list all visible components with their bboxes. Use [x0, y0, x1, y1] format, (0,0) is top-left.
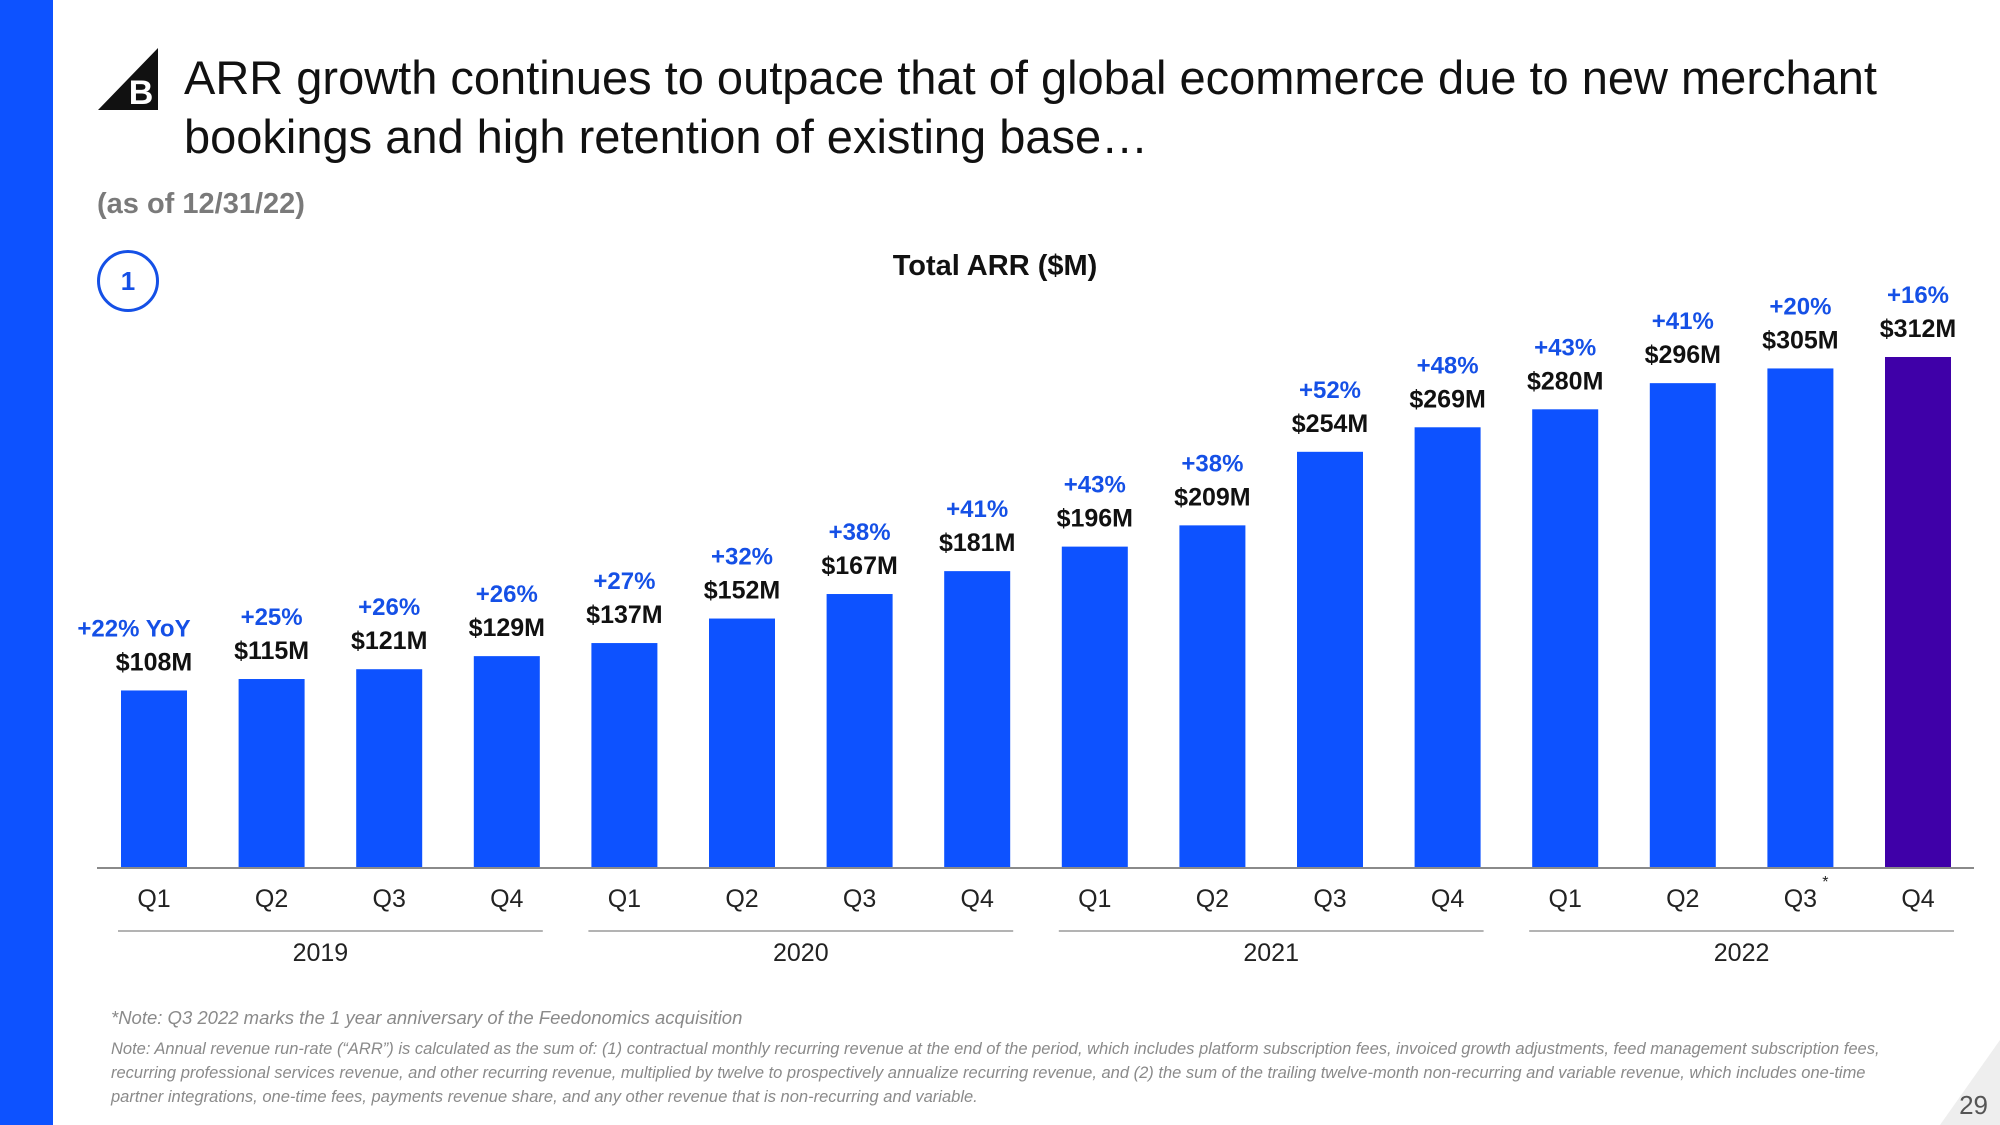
- year-label: 2020: [773, 939, 829, 967]
- logo-letter: B: [129, 74, 154, 110]
- bar-11: [1297, 451, 1363, 867]
- x-tick-label: Q4: [1431, 885, 1464, 913]
- arr-bar-chart: $108M +22% YoY Q1 $115M +25% Q2 $121M +26% Q3 $12…: [77, 282, 1974, 967]
- value-label: $167M: [821, 552, 897, 580]
- growth-label: +16%: [1887, 282, 1949, 309]
- value-label: $121M: [351, 627, 427, 655]
- bar-13: [1532, 409, 1599, 867]
- value-label: $269M: [1409, 385, 1485, 413]
- bar-4: [473, 656, 540, 867]
- growth-label: +38%: [829, 519, 891, 546]
- bar-2: [238, 679, 305, 867]
- value-label: $181M: [939, 529, 1015, 557]
- x-tick-label: Q1: [1549, 885, 1582, 913]
- x-tick-label: Q2: [1196, 885, 1229, 913]
- growth-label: +41%: [1652, 308, 1714, 335]
- bar-8: [944, 571, 1011, 867]
- bar-16: [1885, 357, 1951, 867]
- page-number: 29: [1959, 1090, 1988, 1120]
- year-label: 2022: [1714, 939, 1770, 967]
- bar-5: [591, 643, 658, 867]
- bar-6: [709, 618, 775, 867]
- as-of-date: (as of 12/31/22): [97, 188, 305, 220]
- value-label: $305M: [1762, 326, 1838, 354]
- x-tick-label: Q1: [608, 885, 641, 913]
- year-label: 2021: [1243, 939, 1299, 967]
- x-tick-label: Q3: [843, 885, 876, 913]
- step-number-badge: 1: [97, 250, 159, 312]
- growth-label: +38%: [1181, 450, 1243, 477]
- growth-label: +20%: [1769, 293, 1831, 320]
- x-tick-label: Q3: [1784, 885, 1817, 913]
- growth-label: +27%: [593, 568, 655, 595]
- growth-label: +25%: [241, 604, 303, 631]
- asterisk-marker: *: [1822, 874, 1828, 891]
- growth-label: +22% YoY: [77, 615, 190, 642]
- growth-label: +26%: [358, 594, 420, 621]
- value-label: $115M: [234, 637, 309, 665]
- chart-title: Total ARR ($M): [892, 250, 1098, 282]
- footnote-q3: *Note: Q3 2022 marks the 1 year annivers…: [111, 1007, 743, 1028]
- slide-title: ARR growth continues to outpace that of …: [184, 51, 1877, 163]
- x-tick-label: Q4: [490, 885, 523, 913]
- value-label: $209M: [1174, 483, 1250, 511]
- x-tick-label: Q2: [1666, 885, 1699, 913]
- growth-label: +32%: [711, 544, 773, 571]
- x-tick-label: Q4: [961, 885, 994, 913]
- value-label: $280M: [1527, 367, 1603, 395]
- bar-7: [826, 594, 893, 867]
- value-label: $137M: [586, 601, 662, 629]
- page-corner-decoration: [1940, 1040, 2000, 1125]
- bar-1: [121, 690, 187, 867]
- value-label: $254M: [1292, 410, 1368, 438]
- value-label: $108M: [116, 648, 192, 676]
- value-label: $152M: [704, 577, 780, 605]
- growth-label: +26%: [476, 581, 538, 608]
- value-label: $129M: [469, 614, 545, 642]
- growth-label: +43%: [1534, 334, 1596, 361]
- bar-3: [356, 669, 423, 867]
- x-tick-label: Q4: [1901, 885, 1934, 913]
- bar-9: [1061, 546, 1128, 867]
- value-label: $196M: [1057, 505, 1133, 533]
- year-label: 2019: [293, 939, 349, 967]
- x-tick-label: Q3: [373, 885, 406, 913]
- bigcommerce-logo-icon: B: [98, 48, 158, 110]
- left-accent-bar: [0, 0, 53, 1125]
- growth-label: +52%: [1299, 377, 1361, 404]
- x-tick-label: Q3: [1313, 885, 1346, 913]
- bar-14: [1649, 383, 1716, 867]
- value-label: $312M: [1880, 315, 1956, 343]
- x-tick-label: Q1: [1078, 885, 1111, 913]
- value-label: $296M: [1645, 341, 1721, 369]
- x-tick-label: Q1: [137, 885, 170, 913]
- footnote-arr-definition: Note: Annual revenue run-rate (“ARR”) is…: [111, 1040, 1880, 1106]
- x-tick-label: Q2: [725, 885, 758, 913]
- growth-label: +43%: [1064, 472, 1126, 499]
- growth-label: +41%: [946, 496, 1008, 523]
- growth-label: +48%: [1417, 352, 1479, 379]
- bar-10: [1179, 525, 1246, 867]
- bar-15: [1767, 368, 1834, 867]
- bar-12: [1414, 427, 1481, 867]
- x-tick-label: Q2: [255, 885, 288, 913]
